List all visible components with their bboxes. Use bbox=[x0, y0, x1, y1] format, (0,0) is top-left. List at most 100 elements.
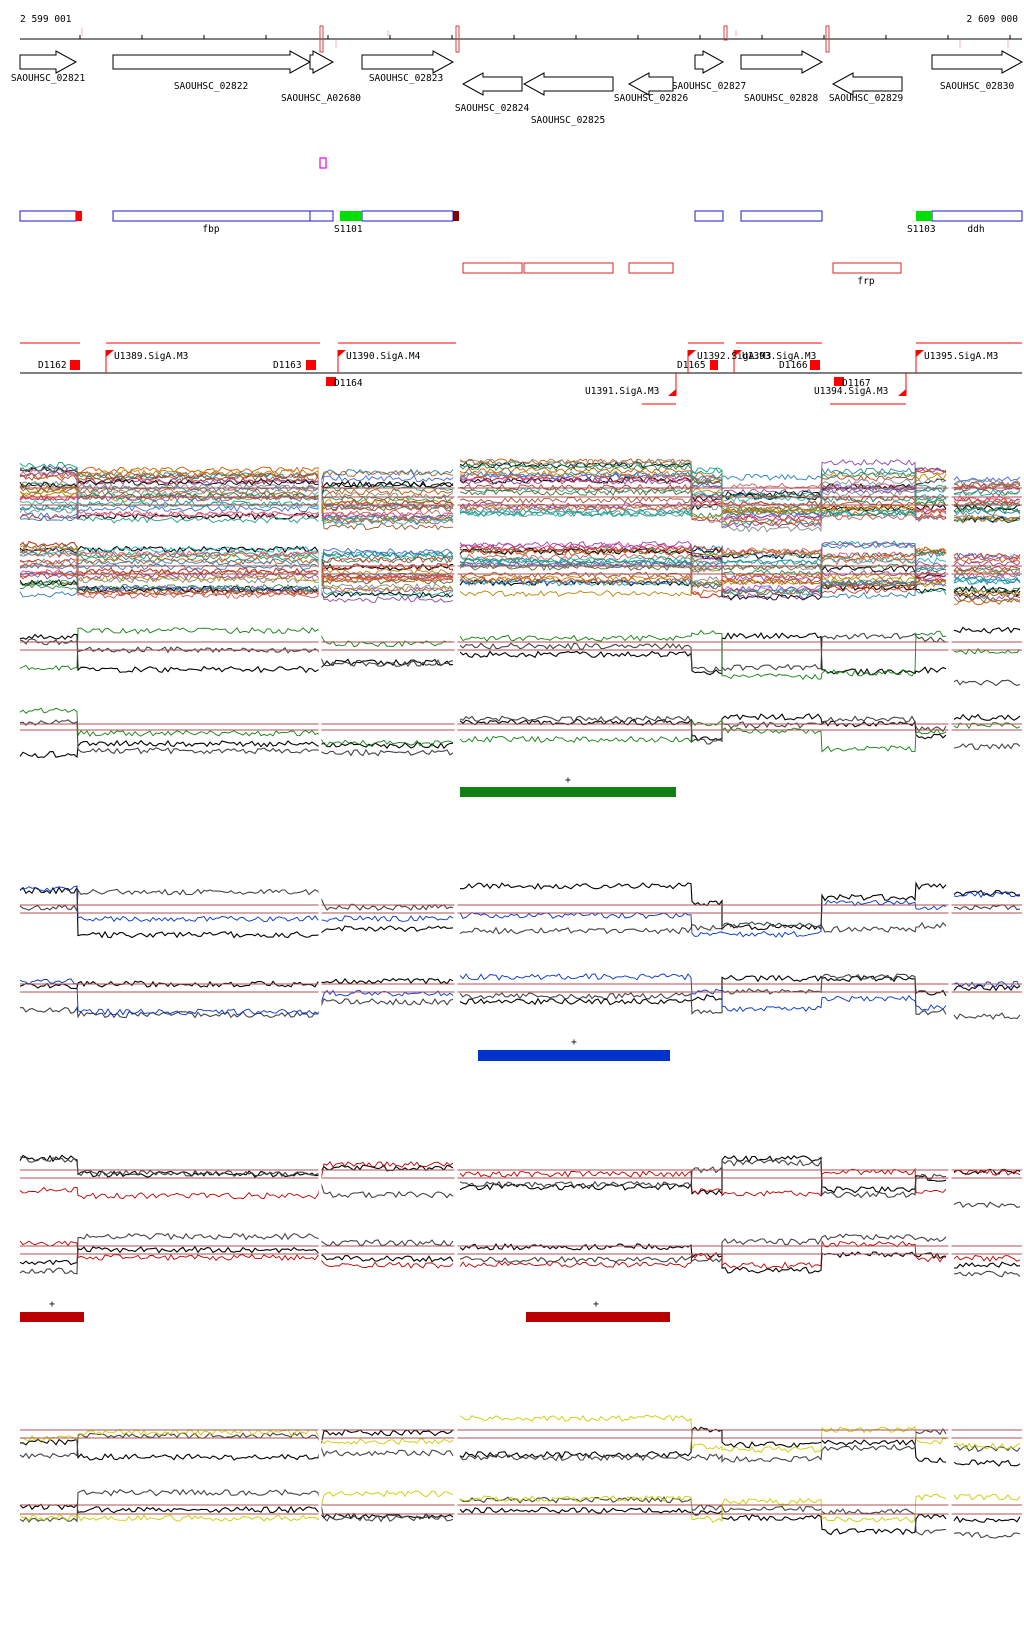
promoter-label: U1393.SigA.M3 bbox=[742, 351, 816, 362]
promoter-label: D1162 bbox=[38, 360, 67, 371]
gene-arrow[interactable] bbox=[522, 72, 614, 96]
gene-saouhsc_a02680[interactable]: SAOUHSC_A02680 bbox=[281, 50, 361, 104]
gene-label: SAOUHSC_02823 bbox=[369, 73, 443, 84]
profile-line bbox=[19, 1239, 1021, 1269]
green-segment-mark: + bbox=[565, 775, 571, 786]
gene-arrow[interactable] bbox=[112, 50, 312, 74]
annotation-box bbox=[931, 210, 1023, 222]
gene-saouhsc_02825[interactable]: SAOUHSC_02825 bbox=[522, 72, 614, 126]
red-annotation-box bbox=[523, 262, 614, 274]
gene-saouhsc_02829[interactable]: SAOUHSC_02829 bbox=[829, 72, 904, 104]
gene-label: SAOUHSC_02827 bbox=[672, 81, 746, 92]
promoter-label: U1392.SigA.M3 bbox=[697, 351, 771, 362]
profile-line bbox=[19, 547, 1021, 601]
promoter-label: D1165 bbox=[677, 360, 706, 371]
gene-arrow[interactable] bbox=[19, 50, 78, 74]
profile-line bbox=[19, 632, 1021, 687]
annotation-box bbox=[361, 210, 454, 222]
annotation-box bbox=[309, 210, 334, 222]
dark-red-block bbox=[453, 211, 459, 221]
promoter-label: U1390.SigA.M4 bbox=[346, 351, 421, 362]
profile-line bbox=[19, 550, 1021, 593]
green-block bbox=[916, 211, 932, 221]
profile-line bbox=[19, 473, 1021, 531]
red-segment-bar bbox=[526, 1312, 670, 1322]
gene-arrow[interactable] bbox=[931, 50, 1024, 74]
profile-line bbox=[19, 1488, 1021, 1539]
profile-line bbox=[19, 885, 1021, 938]
profile-line bbox=[20, 973, 1021, 1020]
gene-label: SAOUHSC_02828 bbox=[744, 93, 819, 104]
gene-arrow[interactable] bbox=[309, 50, 335, 74]
frp-label: frp bbox=[857, 276, 874, 287]
promoter-label: D1166 bbox=[779, 360, 808, 371]
s1101-label: S1101 bbox=[334, 224, 363, 235]
gene-saouhsc_02828[interactable]: SAOUHSC_02828 bbox=[740, 50, 824, 104]
yellow-track-2 bbox=[19, 1480, 1022, 1540]
gene-arrow[interactable] bbox=[461, 72, 523, 96]
red-annotation-box bbox=[832, 262, 902, 274]
gene-label: SAOUHSC_02825 bbox=[531, 115, 605, 126]
expression-tracks bbox=[19, 458, 1022, 1540]
profile-line bbox=[19, 1503, 1021, 1536]
annotation-box bbox=[19, 210, 77, 222]
gene-arrow[interactable] bbox=[740, 50, 824, 74]
promoter-track: D1162 U1389.SigA.M3 D1163 U1390.SigA.M4 … bbox=[20, 342, 1022, 405]
profile-line bbox=[19, 1232, 1021, 1278]
gene-saouhsc_02822[interactable]: SAOUHSC_02822 bbox=[112, 50, 312, 92]
red-segment-mark: + bbox=[49, 1299, 55, 1310]
fbp-label: fbp bbox=[202, 224, 219, 235]
blue-segment-mark: + bbox=[571, 1037, 577, 1048]
profile-line bbox=[19, 881, 1020, 939]
profile-line bbox=[20, 1426, 1021, 1467]
gene-label: SAOUHSC_02824 bbox=[455, 103, 530, 114]
gene-arrow[interactable] bbox=[361, 50, 455, 74]
profile-line bbox=[19, 469, 1021, 524]
annotation-box bbox=[694, 210, 724, 222]
gene-arrow[interactable] bbox=[831, 72, 903, 96]
profile-line bbox=[19, 550, 1021, 599]
profile-line bbox=[19, 1161, 1021, 1200]
profile-line bbox=[19, 888, 1021, 935]
gene-saouhsc_02827[interactable]: SAOUHSC_02827 bbox=[672, 50, 746, 92]
profile-line bbox=[19, 549, 1021, 593]
promoter-label: U1394.SigA.M3 bbox=[814, 386, 888, 397]
red-track-1 bbox=[19, 1150, 1022, 1210]
gene-label: SAOUHSC_02826 bbox=[614, 93, 689, 104]
profile-line bbox=[19, 973, 1021, 1016]
promoter-label: U1389.SigA.M3 bbox=[114, 351, 188, 362]
blue-track-1 bbox=[19, 878, 1022, 944]
gene-saouhsc_02826[interactable]: SAOUHSC_02826 bbox=[614, 72, 689, 104]
gene-label: SAOUHSC_02821 bbox=[11, 73, 86, 84]
annotation-box bbox=[740, 210, 823, 222]
red-block bbox=[76, 211, 82, 221]
profile-line bbox=[19, 1414, 1021, 1454]
profile-line bbox=[19, 458, 1021, 533]
red-segment-mark: + bbox=[593, 1299, 599, 1310]
gene-track: SAOUHSC_02821 SAOUHSC_02822 SAOUHSC_A02680… bbox=[11, 50, 1024, 126]
gene-saouhsc_02824[interactable]: SAOUHSC_02824 bbox=[455, 72, 530, 114]
red-annotation-box bbox=[462, 262, 523, 274]
red-annotation-box bbox=[628, 262, 674, 274]
blue-segment-bar bbox=[478, 1050, 670, 1061]
gene-saouhsc_02823[interactable]: SAOUHSC_02823 bbox=[361, 50, 455, 84]
gene-arrow[interactable] bbox=[627, 72, 674, 96]
green-segment-bar bbox=[460, 787, 676, 797]
green-track-2 bbox=[19, 707, 1022, 762]
multi-condition-track-2 bbox=[19, 540, 1022, 605]
gene-saouhsc_02830[interactable]: SAOUHSC_02830 bbox=[931, 50, 1024, 92]
profile-line bbox=[19, 545, 1021, 597]
coordinate-ruler: 2 599 001 2 609 000 bbox=[20, 14, 1022, 53]
red-track-2 bbox=[19, 1230, 1022, 1280]
profile-line bbox=[19, 1156, 1021, 1209]
gene-saouhsc_02821[interactable]: SAOUHSC_02821 bbox=[11, 50, 86, 84]
green-track-1 bbox=[19, 618, 1022, 690]
promoter-label: U1391.SigA.M3 bbox=[585, 386, 659, 397]
promoter-label: D1163 bbox=[273, 360, 302, 371]
blue-track-2 bbox=[19, 972, 1022, 1022]
yellow-track-1 bbox=[19, 1414, 1022, 1470]
gene-label: SAOUHSC_02822 bbox=[174, 81, 248, 92]
segment-bars: + + + + bbox=[20, 775, 676, 1322]
red-segment-bar bbox=[20, 1312, 84, 1322]
gene-arrow[interactable] bbox=[694, 50, 725, 74]
